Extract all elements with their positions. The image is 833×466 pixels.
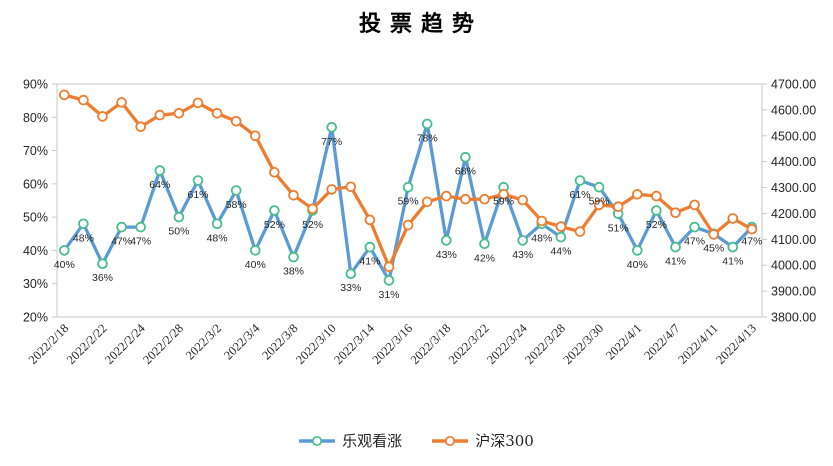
- svg-text:2022/2/24: 2022/2/24: [102, 321, 148, 367]
- svg-text:51%: 51%: [608, 222, 629, 234]
- svg-text:60%: 60%: [23, 177, 48, 191]
- legend-label-optimistic: 乐观看涨: [342, 432, 403, 450]
- svg-text:2022/3/4: 2022/3/4: [221, 321, 263, 363]
- svg-text:4700.00: 4700.00: [771, 78, 816, 92]
- svg-text:2022/3/30: 2022/3/30: [560, 321, 606, 367]
- svg-text:58%: 58%: [226, 199, 247, 211]
- svg-text:31%: 31%: [378, 289, 399, 301]
- svg-text:52%: 52%: [646, 219, 667, 231]
- legend-item-optimistic: 乐观看涨: [299, 430, 402, 451]
- svg-text:2022/3/16: 2022/3/16: [369, 321, 415, 367]
- svg-text:2022/3/28: 2022/3/28: [522, 321, 568, 367]
- svg-text:47%: 47%: [130, 236, 151, 248]
- svg-text:4500.00: 4500.00: [771, 129, 816, 143]
- svg-text:47%: 47%: [684, 236, 705, 248]
- legend-item-hs300: 沪深300: [432, 430, 534, 451]
- svg-text:42%: 42%: [474, 252, 495, 264]
- svg-text:38%: 38%: [283, 266, 304, 278]
- svg-text:2022/3/2: 2022/3/2: [183, 321, 224, 362]
- hs300-series-swatch-icon: [432, 435, 469, 446]
- svg-text:2022/3/14: 2022/3/14: [331, 321, 377, 367]
- svg-text:40%: 40%: [245, 259, 266, 271]
- svg-text:43%: 43%: [512, 249, 533, 261]
- svg-text:44%: 44%: [550, 246, 571, 258]
- svg-text:2022/3/24: 2022/3/24: [484, 321, 530, 367]
- svg-text:3900.00: 3900.00: [771, 285, 816, 299]
- svg-text:52%: 52%: [264, 219, 285, 231]
- chart-legend: 乐观看涨 沪深300: [0, 430, 833, 451]
- legend-label-hs300: 沪深300: [475, 432, 534, 450]
- svg-text:45%: 45%: [703, 242, 724, 254]
- svg-text:2022/3/10: 2022/3/10: [293, 321, 339, 367]
- svg-text:61%: 61%: [569, 189, 590, 201]
- svg-text:2022/2/28: 2022/2/28: [140, 321, 186, 367]
- svg-text:50%: 50%: [168, 226, 189, 238]
- svg-text:20%: 20%: [23, 311, 48, 325]
- svg-text:47%: 47%: [111, 236, 132, 248]
- svg-text:50%: 50%: [23, 211, 48, 225]
- svg-text:3800.00: 3800.00: [771, 311, 816, 325]
- svg-text:43%: 43%: [436, 249, 457, 261]
- svg-text:4100.00: 4100.00: [771, 233, 816, 247]
- svg-text:48%: 48%: [531, 232, 552, 244]
- svg-text:41%: 41%: [665, 256, 686, 268]
- svg-text:2022/2/18: 2022/2/18: [26, 321, 72, 367]
- svg-text:4400.00: 4400.00: [771, 155, 816, 169]
- svg-text:4200.00: 4200.00: [771, 207, 816, 221]
- optimistic-series-swatch-icon: [299, 435, 336, 446]
- svg-text:78%: 78%: [417, 132, 438, 144]
- svg-text:2022/2/22: 2022/2/22: [64, 321, 110, 367]
- svg-text:90%: 90%: [23, 78, 48, 92]
- svg-text:70%: 70%: [23, 144, 48, 158]
- svg-text:52%: 52%: [302, 219, 323, 231]
- svg-text:64%: 64%: [149, 179, 170, 191]
- svg-text:48%: 48%: [73, 232, 94, 244]
- svg-text:41%: 41%: [359, 256, 380, 268]
- svg-text:4300.00: 4300.00: [771, 181, 816, 195]
- svg-text:4600.00: 4600.00: [771, 103, 816, 117]
- svg-text:59%: 59%: [398, 196, 419, 208]
- plot-area: 20% 30% 40% 50% 60% 70% 80% 90% 3800.00 3900.00 40…: [23, 78, 816, 367]
- svg-text:47%: 47%: [741, 236, 762, 248]
- svg-text:61%: 61%: [187, 189, 208, 201]
- svg-text:2022/3/22: 2022/3/22: [446, 321, 492, 367]
- svg-text:40%: 40%: [54, 259, 75, 271]
- svg-text:2022/4/1: 2022/4/1: [603, 321, 644, 362]
- svg-text:30%: 30%: [23, 277, 48, 291]
- svg-text:40%: 40%: [627, 259, 648, 271]
- svg-text:48%: 48%: [207, 232, 228, 244]
- svg-text:41%: 41%: [722, 256, 743, 268]
- svg-text:2022/4/11: 2022/4/11: [675, 321, 720, 366]
- chart-title: 投票趋势: [358, 11, 483, 37]
- svg-text:59%: 59%: [589, 196, 610, 208]
- svg-text:2022/3/18: 2022/3/18: [408, 321, 454, 367]
- svg-text:68%: 68%: [455, 166, 476, 178]
- svg-text:33%: 33%: [340, 282, 361, 294]
- svg-text:77%: 77%: [321, 136, 342, 148]
- svg-text:59%: 59%: [493, 196, 514, 208]
- svg-text:2022/4/13: 2022/4/13: [713, 321, 759, 367]
- svg-text:40%: 40%: [23, 244, 48, 258]
- svg-text:36%: 36%: [92, 272, 113, 284]
- svg-text:4000.00: 4000.00: [771, 259, 816, 273]
- svg-text:80%: 80%: [23, 111, 48, 125]
